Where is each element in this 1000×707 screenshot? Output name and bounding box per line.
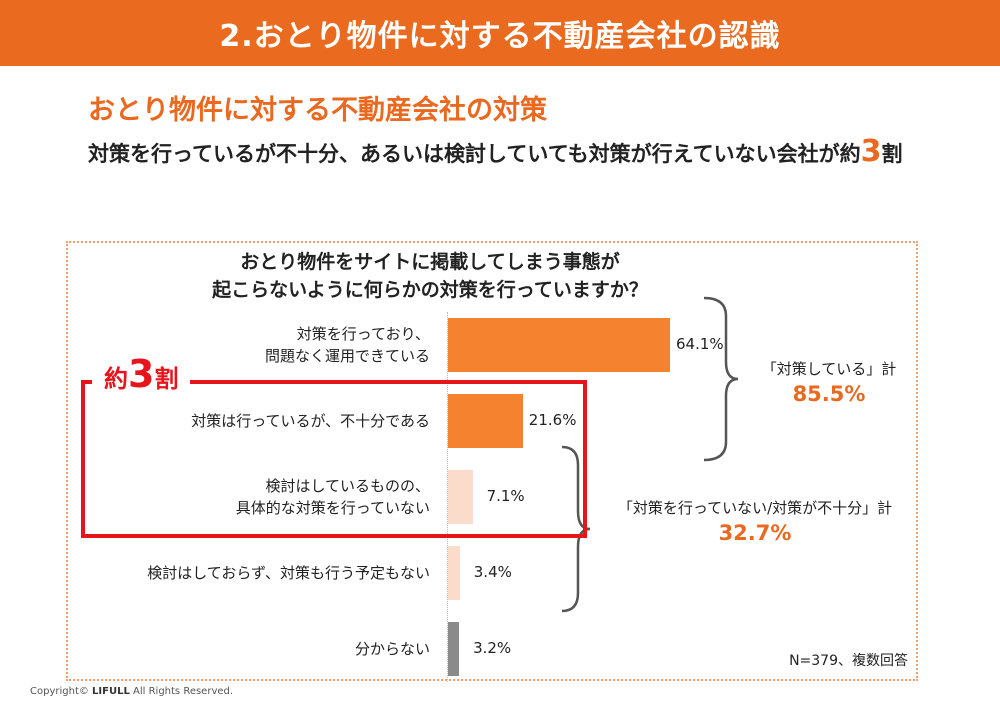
chart-title-line-1: おとり物件をサイトに掲載してしまう事態が bbox=[240, 251, 620, 273]
category-label: 対策は行っているが、不十分である bbox=[191, 410, 430, 432]
bar-value-label: 64.1% bbox=[676, 335, 724, 353]
category-label-line: 対策を行っており、 bbox=[296, 325, 430, 343]
category-label: 対策を行っており、問題なく運用できている bbox=[265, 323, 430, 367]
group-label-not-enough: 「対策を行っていない/対策が不十分」計 bbox=[617, 499, 893, 517]
headline: おとり物件に対する不動産会社の対策 bbox=[88, 95, 547, 126]
copyright-suffix: All Rights Reserved. bbox=[129, 686, 234, 697]
callout-suffix: 割 bbox=[154, 365, 179, 393]
subtitle-text: 対策を行っているが不十分、あるいは検討していても対策が行えていない会社が約 bbox=[88, 142, 861, 166]
category-label-line: 問題なく運用できている bbox=[264, 347, 430, 365]
chart-title: おとり物件をサイトに掲載してしまう事態が 起こらないように何らかの対策を行ってい… bbox=[160, 248, 700, 304]
sample-size-note: N=379、複数回答 bbox=[789, 653, 908, 669]
copyright-prefix: Copyright© bbox=[30, 686, 93, 697]
brace-not-enough-icon bbox=[561, 445, 591, 613]
chart-frame bbox=[66, 241, 918, 681]
page-header: 2.おとり物件に対する不動産会社の認識 bbox=[0, 0, 1000, 66]
bar-value-label: 7.1% bbox=[486, 487, 525, 505]
chart-axis-line bbox=[447, 312, 449, 682]
subtitle: 対策を行っているが不十分、あるいは検討していても対策が行えていない会社が約3割 bbox=[88, 130, 948, 176]
copyright: Copyright© LIFULL All Rights Reserved. bbox=[30, 686, 233, 697]
bar bbox=[448, 394, 523, 448]
bar bbox=[448, 622, 460, 676]
category-label: 検討はしているものの、具体的な対策を行っていない bbox=[236, 475, 430, 519]
bar-value-label: 3.4% bbox=[473, 563, 512, 581]
group-label-doing: 「対策している」計 bbox=[761, 360, 897, 378]
copyright-brand: LIFULL bbox=[92, 686, 130, 697]
category-label-line: 分からない bbox=[354, 640, 430, 658]
group-value-not-enough: 32.7% bbox=[718, 521, 792, 545]
category-label-line: 対策は行っているが、不十分である bbox=[191, 412, 430, 430]
subtitle-number: 3 bbox=[860, 134, 882, 169]
category-label-line: 検討はしているものの、 bbox=[265, 477, 430, 495]
bar-value-label: 21.6% bbox=[528, 411, 577, 429]
group-value-doing: 85.5% bbox=[792, 382, 866, 406]
bar bbox=[448, 318, 670, 372]
bar bbox=[448, 546, 460, 600]
bar-value-label: 3.2% bbox=[473, 639, 512, 657]
highlight-box bbox=[81, 380, 587, 538]
category-label-line: 検討はしておらず、対策も行う予定もない bbox=[147, 564, 430, 582]
category-label: 分からない bbox=[355, 638, 430, 660]
brace-doing-icon bbox=[703, 296, 739, 462]
category-label-line: 具体的な対策を行っていない bbox=[235, 499, 430, 517]
chart-title-line-2: 起こらないように何らかの対策を行っていますか？ bbox=[212, 279, 648, 301]
callout-badge: 約3割 bbox=[92, 350, 191, 403]
bar bbox=[448, 470, 473, 524]
category-label: 検討はしておらず、対策も行う予定もない bbox=[147, 562, 430, 584]
callout-number: 3 bbox=[128, 352, 155, 396]
page-title: 2.おとり物件に対する不動産会社の認識 bbox=[219, 19, 781, 54]
subtitle-suffix: 割 bbox=[881, 142, 903, 166]
callout-prefix: 約 bbox=[104, 365, 128, 393]
